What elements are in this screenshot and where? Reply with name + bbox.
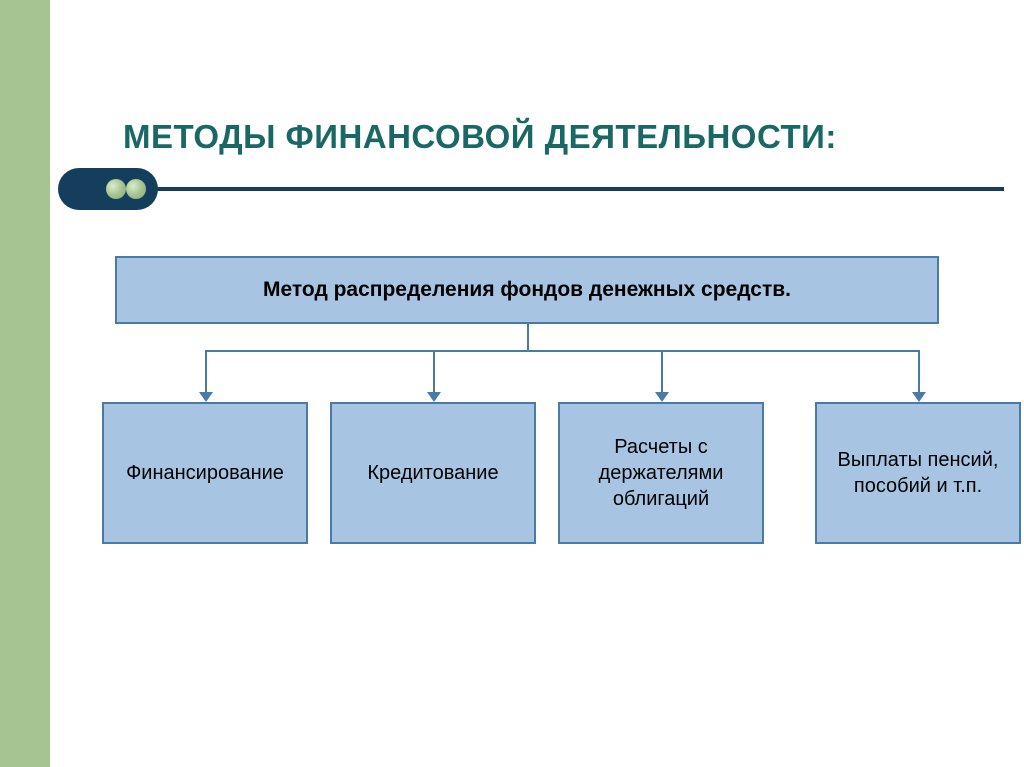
diagram-child-box: Кредитование (330, 402, 536, 544)
connector (661, 350, 663, 392)
diagram-child-box: Расчеты с держателями облигаций (558, 402, 764, 544)
diagram-child-label: Финансирование (126, 460, 284, 486)
connector (427, 392, 441, 402)
left-sidebar (0, 0, 50, 767)
underline-bar (108, 187, 1004, 191)
title-underline-decor (50, 168, 1024, 210)
diagram-child-box: Выплаты пенсий, пособий и т.п. (815, 402, 1021, 544)
diagram-child-label: Расчеты с держателями облигаций (570, 434, 752, 512)
slide-content: МЕТОДЫ ФИНАНСОВОЙ ДЕЯТЕЛЬНОСТИ: Метод ра… (50, 0, 1024, 767)
diagram-root-box: Метод распределения фондов денежных сред… (115, 256, 939, 324)
slide-title: МЕТОДЫ ФИНАНСОВОЙ ДЕЯТЕЛЬНОСТИ: (123, 118, 953, 156)
decor-dot-2 (126, 179, 146, 199)
diagram-child-box: Финансирование (102, 402, 308, 544)
diagram-child-label: Кредитование (367, 460, 498, 486)
connector (655, 392, 669, 402)
connector (205, 350, 207, 392)
connector (527, 324, 529, 350)
connector (912, 392, 926, 402)
decor-dot-1 (106, 179, 126, 199)
diagram-root-label: Метод распределения фондов денежных сред… (263, 278, 791, 302)
connector (433, 350, 435, 392)
connector (199, 392, 213, 402)
connector (918, 350, 920, 392)
diagram-child-label: Выплаты пенсий, пособий и т.п. (827, 447, 1009, 499)
connector (205, 350, 920, 352)
